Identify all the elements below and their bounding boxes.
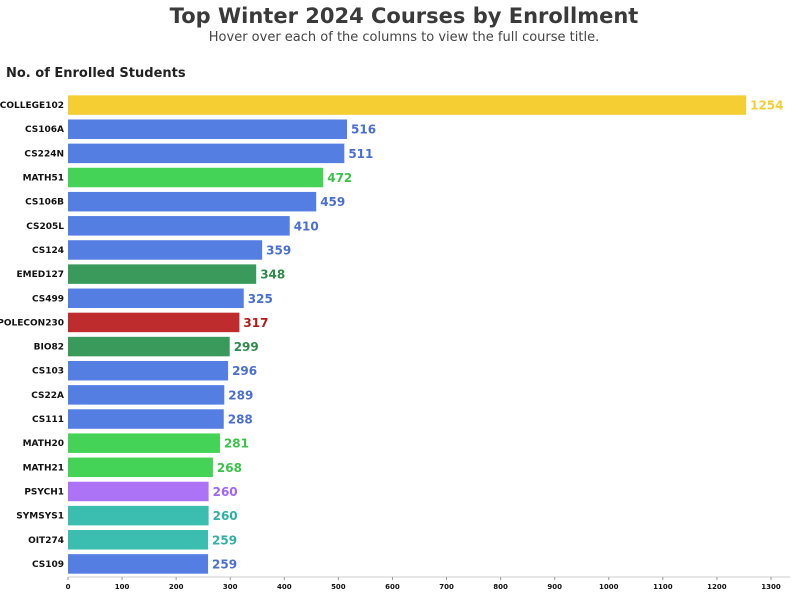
value-label-cs224n: 511 (348, 147, 373, 161)
category-label-cs106b: CS106B (25, 198, 64, 208)
x-tick-label: 600 (385, 583, 400, 591)
bar-college102[interactable] (68, 95, 747, 115)
category-label-cs205l: CS205L (26, 222, 64, 232)
bar-cs22a[interactable] (68, 385, 225, 405)
bar-cs106b[interactable] (68, 191, 317, 212)
x-tick-label: 1300 (761, 583, 781, 591)
value-label-college102: 1254 (750, 99, 783, 113)
value-label-math20: 281 (224, 437, 249, 451)
bar-cs124[interactable] (68, 240, 263, 260)
value-label-cs103: 296 (232, 364, 257, 378)
category-label-math21: MATH21 (23, 463, 64, 473)
bar-cs106a[interactable] (68, 119, 348, 139)
bar-cs111[interactable] (68, 409, 224, 429)
bar-bio82[interactable] (68, 336, 230, 357)
value-label-cs106a: 516 (351, 123, 376, 137)
bar-polecon230[interactable] (68, 312, 240, 333)
value-label-cs205l: 410 (294, 219, 319, 233)
category-label-cs22a: CS22A (31, 391, 64, 401)
x-tick-label: 500 (331, 583, 346, 591)
category-label-oit274: OIT274 (28, 536, 64, 546)
bar-cs109[interactable] (68, 554, 209, 574)
bar-cs103[interactable] (68, 360, 229, 381)
x-tick-label: 1100 (653, 583, 673, 591)
category-label-math20: MATH20 (23, 439, 64, 449)
bar-symsys1[interactable] (68, 505, 209, 526)
value-label-cs109: 259 (212, 557, 237, 571)
category-label-cs124: CS124 (32, 246, 64, 256)
bar-math21[interactable] (68, 457, 213, 478)
value-label-cs124: 359 (266, 243, 291, 257)
category-label-cs106a: CS106A (25, 125, 64, 135)
bar-emed127[interactable] (68, 264, 257, 284)
value-label-cs499: 325 (248, 292, 273, 306)
category-label-symsys1: SYMSYS1 (16, 512, 64, 522)
bar-math20[interactable] (68, 433, 220, 453)
bar-cs205l[interactable] (68, 216, 290, 236)
value-label-cs106b: 459 (320, 195, 345, 209)
bar-cs499[interactable] (68, 288, 244, 309)
x-tick-label: 1000 (599, 583, 619, 591)
x-tick-label: 700 (439, 583, 454, 591)
bar-cs224n[interactable] (68, 143, 345, 164)
category-label-cs499: CS499 (32, 294, 64, 304)
category-label-cs111: CS111 (32, 415, 64, 425)
x-tick-label: 100 (115, 583, 130, 591)
category-label-bio82: BIO82 (34, 343, 64, 353)
value-label-oit274: 259 (212, 533, 237, 547)
category-label-cs109: CS109 (32, 560, 64, 570)
category-label-cs103: CS103 (32, 367, 64, 377)
bar-math51[interactable] (68, 167, 324, 188)
x-axis-title: No. of Enrolled Students (6, 66, 186, 81)
category-label-emed127: EMED127 (16, 270, 64, 280)
category-label-math51: MATH51 (23, 174, 64, 184)
bar-psych1[interactable] (68, 481, 209, 502)
x-tick-label: 1200 (707, 583, 727, 591)
category-label-polecon230: POLECON230 (0, 318, 64, 328)
x-tick-label: 900 (547, 583, 562, 591)
chart-title: Top Winter 2024 Courses by Enrollment (169, 4, 639, 28)
x-tick-label: 0 (66, 583, 71, 591)
value-label-psych1: 260 (213, 485, 238, 499)
value-label-cs111: 288 (228, 413, 253, 427)
x-tick-label: 200 (169, 583, 184, 591)
bar-oit274[interactable] (68, 530, 209, 550)
category-label-psych1: PSYCH1 (24, 487, 64, 497)
value-label-math21: 268 (217, 461, 242, 475)
category-label-college102: COLLEGE102 (0, 101, 64, 111)
value-label-symsys1: 260 (213, 509, 238, 523)
x-tick-label: 400 (277, 583, 292, 591)
value-label-cs22a: 289 (228, 388, 253, 402)
value-label-bio82: 299 (234, 340, 259, 354)
value-label-polecon230: 317 (243, 316, 268, 330)
category-label-cs224n: CS224N (24, 149, 64, 159)
value-label-emed127: 348 (260, 268, 285, 282)
x-tick-label: 800 (493, 583, 508, 591)
value-label-math51: 472 (327, 171, 352, 185)
chart-subtitle: Hover over each of the columns to view t… (208, 30, 600, 45)
x-tick-label: 300 (223, 583, 238, 591)
